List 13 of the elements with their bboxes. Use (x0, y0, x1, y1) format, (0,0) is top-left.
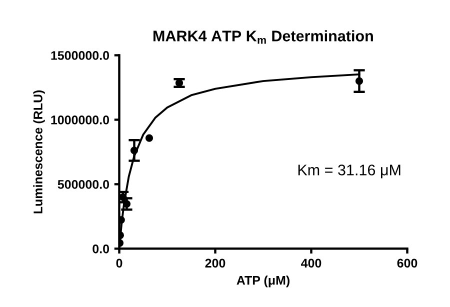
x-tick-label: 0 (116, 258, 122, 268)
y-tick-label: 1500000.0 (51, 51, 110, 60)
y-axis-title: Luminescence (RLU) (33, 90, 45, 214)
x-tick-label: 600 (397, 258, 418, 268)
x-axis-title: ATP (μM) (236, 276, 290, 288)
y-tick-label: 1000000.0 (51, 116, 110, 124)
annotation: Km = 31.16 μM (298, 164, 400, 178)
y-tick-label: 500000.0 (58, 180, 110, 189)
y-tick-label: 0.0 (92, 244, 110, 254)
chart-title: MARK4 ATP K$_{m}$ Determination (154, 30, 373, 44)
point (145, 134, 154, 142)
x-tick-label: 400 (301, 258, 322, 268)
x-tick-label: 200 (205, 258, 226, 268)
